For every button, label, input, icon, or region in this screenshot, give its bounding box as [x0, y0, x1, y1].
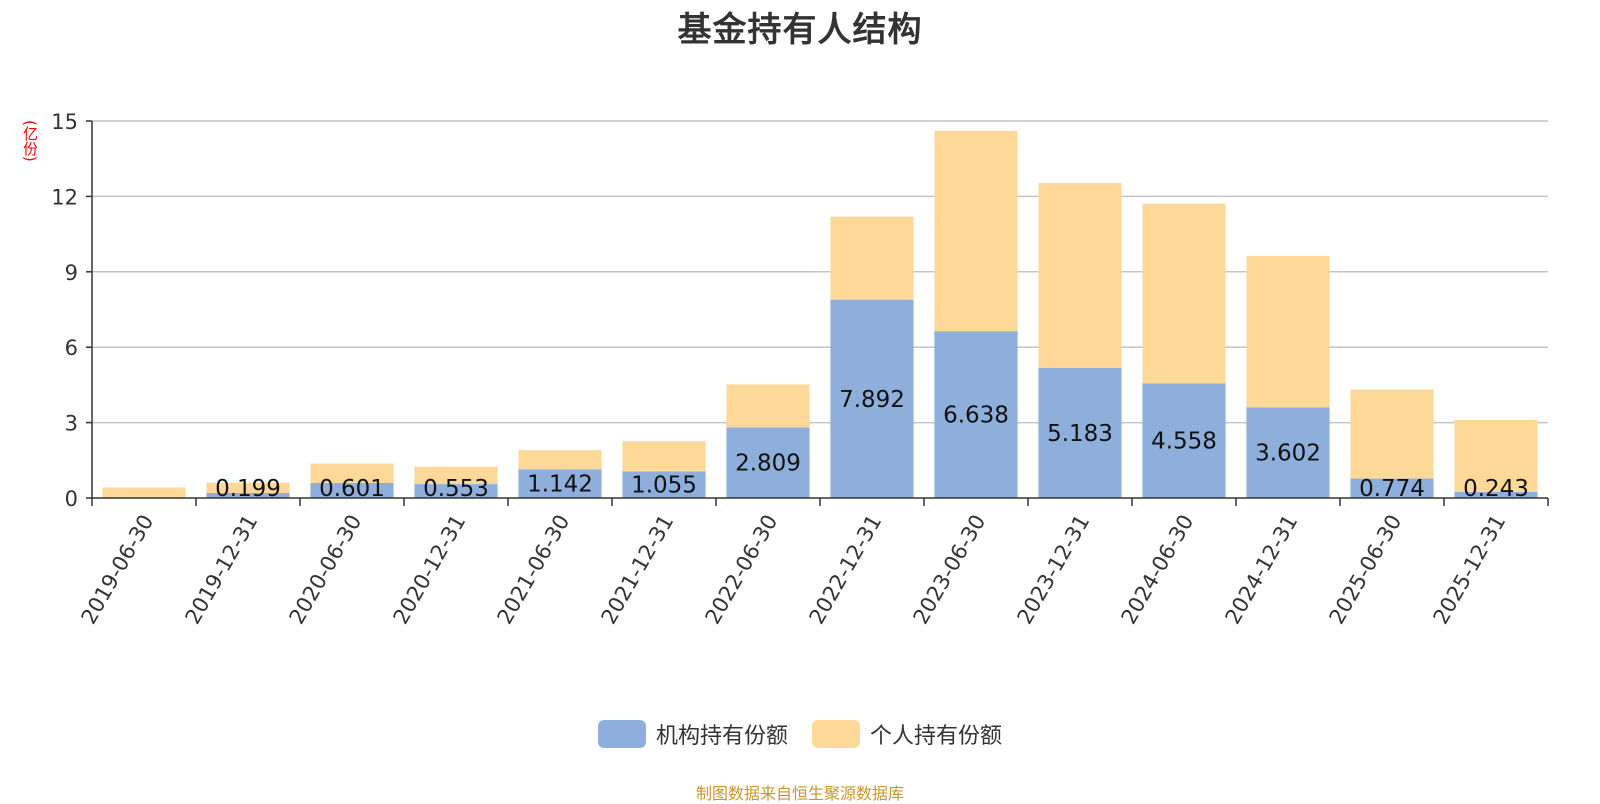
bar-institution[interactable] — [1350, 478, 1434, 498]
legend: 机构持有份额 个人持有份额 — [0, 718, 1600, 750]
y-tick-label: 3 — [65, 412, 78, 436]
bar-individual[interactable] — [414, 466, 498, 485]
legend-label-individual: 个人持有份额 — [870, 724, 1003, 749]
bar-value-label: 3.602 — [1255, 441, 1321, 467]
bar-institution[interactable] — [206, 492, 290, 498]
x-tick-label: 2025-12-31 — [1429, 511, 1511, 629]
bar-institution[interactable] — [518, 469, 602, 498]
legend-swatch-institution — [597, 720, 646, 748]
bar-individual[interactable] — [206, 482, 290, 493]
x-tick-label: 2023-06-30 — [909, 511, 991, 629]
bar-value-label: 1.142 — [527, 472, 593, 498]
bar-institution[interactable] — [934, 331, 1018, 498]
bar-individual[interactable] — [622, 441, 706, 472]
labels: 0.199 0.601 0.553 1.142 1.055 2.809 7.892 6.638… — [215, 387, 1529, 502]
x-tick-label: 2020-12-31 — [389, 511, 471, 629]
x-tick-label: 2023-12-31 — [1013, 511, 1095, 629]
bar-individual[interactable] — [830, 216, 914, 300]
bar-individual[interactable] — [1142, 203, 1226, 384]
bar-value-label: 2.809 — [735, 451, 801, 477]
data-source-note: 制图数据来自恒生聚源数据库 — [695, 784, 904, 803]
bar-institution[interactable] — [1142, 383, 1226, 498]
x-tick-label: 2022-12-31 — [805, 511, 887, 629]
bar-individual[interactable] — [726, 384, 810, 428]
x-tick-label: 2019-12-31 — [181, 511, 263, 629]
legend-item-individual[interactable]: 个人持有份额 — [812, 718, 1002, 750]
x-tick-label: 2022-06-30 — [701, 511, 783, 629]
bar-individual[interactable] — [1038, 183, 1122, 368]
bar-individual[interactable] — [518, 450, 602, 470]
bar-value-label: 0.601 — [319, 476, 385, 502]
bar-chart: 0 3 6 9 12 15 2019-06-30 2019-12-31 2020-06-30 20… — [51, 110, 1549, 629]
bar-individual[interactable] — [1350, 389, 1434, 479]
bar-institution[interactable] — [622, 471, 706, 498]
x-tick-label: 2025-06-30 — [1325, 511, 1407, 629]
bar-institution[interactable] — [414, 484, 498, 498]
bar-individual[interactable] — [310, 463, 394, 483]
y-tick-label: 9 — [65, 261, 78, 285]
y-axis-unit: (亿份) — [21, 120, 39, 162]
legend-label-institution: 机构持有份额 — [655, 724, 788, 749]
bar-value-label: 7.892 — [839, 387, 905, 413]
y-tick-label: 15 — [51, 110, 78, 134]
bar-institution[interactable] — [310, 482, 394, 498]
y-tick-label: 6 — [65, 336, 78, 360]
legend-swatch-individual — [812, 720, 860, 748]
bars — [102, 130, 1538, 498]
bar-individual[interactable] — [1246, 255, 1330, 408]
bar-institution[interactable] — [726, 427, 810, 498]
bar-value-label: 5.183 — [1047, 421, 1113, 447]
bar-value-label: 4.558 — [1151, 429, 1217, 455]
bar-value-label: 0.553 — [423, 476, 489, 502]
bar-institution[interactable] — [1454, 491, 1538, 498]
chart-title: 基金持有人结构 — [677, 10, 923, 50]
x-tick-label: 2021-12-31 — [597, 511, 679, 629]
bar-individual[interactable] — [934, 130, 1018, 332]
x-tick-label: 2024-06-30 — [1117, 511, 1199, 629]
y-tick-label: 12 — [51, 185, 78, 209]
x-tick-label: 2020-06-30 — [285, 511, 367, 629]
bar-value-label: 0.199 — [215, 476, 281, 502]
bar-value-label: 0.243 — [1463, 476, 1529, 502]
x-tick-label: 2024-12-31 — [1221, 511, 1303, 629]
bar-institution[interactable] — [1246, 407, 1330, 498]
legend-item-institution[interactable]: 机构持有份额 — [597, 718, 788, 750]
bar-value-label: 6.638 — [943, 403, 1009, 429]
x-tick-label: 2021-06-30 — [493, 511, 575, 629]
bar-individual[interactable] — [1454, 420, 1538, 492]
bar-value-label: 1.055 — [631, 473, 697, 499]
bar-value-label: 0.774 — [1359, 476, 1425, 502]
bar-individual[interactable] — [102, 487, 186, 498]
x-tick-label: 2019-06-30 — [77, 511, 159, 629]
bar-institution[interactable] — [1038, 367, 1122, 498]
y-tick-label: 0 — [65, 487, 78, 511]
bar-institution[interactable] — [830, 299, 914, 498]
